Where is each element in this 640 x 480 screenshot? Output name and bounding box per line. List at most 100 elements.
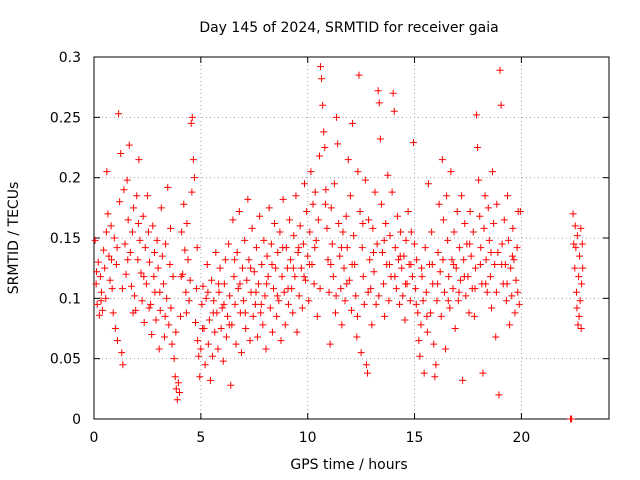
- data-point: [268, 261, 276, 269]
- data-point: [286, 216, 294, 224]
- data-point: [469, 228, 477, 236]
- data-point: [135, 156, 143, 164]
- data-point: [281, 321, 289, 329]
- data-point: [416, 352, 424, 360]
- data-point: [193, 285, 201, 293]
- data-point: [413, 256, 421, 264]
- data-point: [443, 192, 451, 200]
- data-point: [421, 244, 429, 252]
- data-point: [275, 297, 283, 305]
- data-point: [415, 337, 423, 345]
- data-point: [256, 212, 264, 220]
- data-point: [237, 349, 245, 357]
- data-point: [428, 261, 436, 269]
- data-point: [494, 248, 502, 256]
- data-point: [479, 369, 487, 377]
- data-point: [321, 200, 329, 208]
- data-point: [569, 210, 577, 218]
- data-point: [480, 224, 488, 232]
- data-point: [490, 220, 498, 228]
- data-point: [182, 288, 190, 296]
- data-point: [165, 321, 173, 329]
- data-point: [280, 288, 288, 296]
- y-tick-label: 0.25: [50, 110, 81, 126]
- data-point: [270, 285, 278, 293]
- data-point: [257, 300, 265, 308]
- data-point: [482, 256, 490, 264]
- data-point: [241, 236, 249, 244]
- data-point: [418, 273, 426, 281]
- data-point: [471, 264, 479, 272]
- data-point: [492, 288, 500, 296]
- data-point: [171, 373, 179, 381]
- data-point: [220, 300, 228, 308]
- data-point: [497, 101, 505, 109]
- data-point: [570, 240, 578, 248]
- data-point: [447, 168, 455, 176]
- data-point: [290, 232, 298, 240]
- data-point: [125, 141, 133, 149]
- data-point: [173, 396, 181, 404]
- data-point: [428, 228, 436, 236]
- data-point: [167, 224, 175, 232]
- data-point: [277, 337, 285, 345]
- data-point: [309, 200, 317, 208]
- data-point: [232, 340, 240, 348]
- data-point: [393, 212, 401, 220]
- data-point: [466, 207, 474, 215]
- data-point: [155, 345, 163, 353]
- data-point: [382, 220, 390, 228]
- data-point: [508, 292, 516, 300]
- data-point: [231, 300, 239, 308]
- data-point: [377, 200, 385, 208]
- data-point: [121, 240, 129, 248]
- data-point: [284, 285, 292, 293]
- data-point: [462, 292, 470, 300]
- data-point: [163, 294, 171, 302]
- data-point: [370, 268, 378, 276]
- data-point: [339, 228, 347, 236]
- data-point: [143, 192, 151, 200]
- data-point: [439, 256, 447, 264]
- data-point: [197, 345, 205, 353]
- data-point: [313, 312, 321, 320]
- data-point: [578, 280, 586, 288]
- data-point: [577, 224, 585, 232]
- data-point: [251, 300, 259, 308]
- data-point: [365, 216, 373, 224]
- data-point: [451, 325, 459, 332]
- data-point: [265, 204, 273, 212]
- data-point: [108, 285, 116, 293]
- data-point: [316, 285, 324, 293]
- data-point: [326, 340, 334, 348]
- data-point: [330, 180, 338, 188]
- data-point: [93, 300, 101, 308]
- data-point: [134, 256, 142, 264]
- data-point: [136, 236, 144, 244]
- data-point: [303, 207, 311, 215]
- data-point: [385, 297, 393, 305]
- data-point: [476, 261, 484, 269]
- data-point: [319, 101, 327, 109]
- data-point: [420, 369, 428, 377]
- data-point: [502, 297, 510, 305]
- data-point: [233, 248, 241, 256]
- data-point: [266, 304, 274, 312]
- data-point: [509, 224, 517, 232]
- data-point: [97, 288, 105, 296]
- data-point: [293, 328, 301, 336]
- data-point: [458, 192, 466, 200]
- data-point: [573, 232, 581, 240]
- data-point: [493, 200, 501, 208]
- data-point: [388, 188, 396, 196]
- data-point: [424, 180, 432, 188]
- data-point: [273, 292, 281, 300]
- data-point: [262, 345, 270, 353]
- data-point: [261, 292, 269, 300]
- data-point: [110, 234, 118, 242]
- data-point: [396, 300, 404, 308]
- data-point: [104, 210, 112, 218]
- data-point: [166, 261, 174, 269]
- data-point: [465, 309, 473, 317]
- data-point: [118, 285, 126, 293]
